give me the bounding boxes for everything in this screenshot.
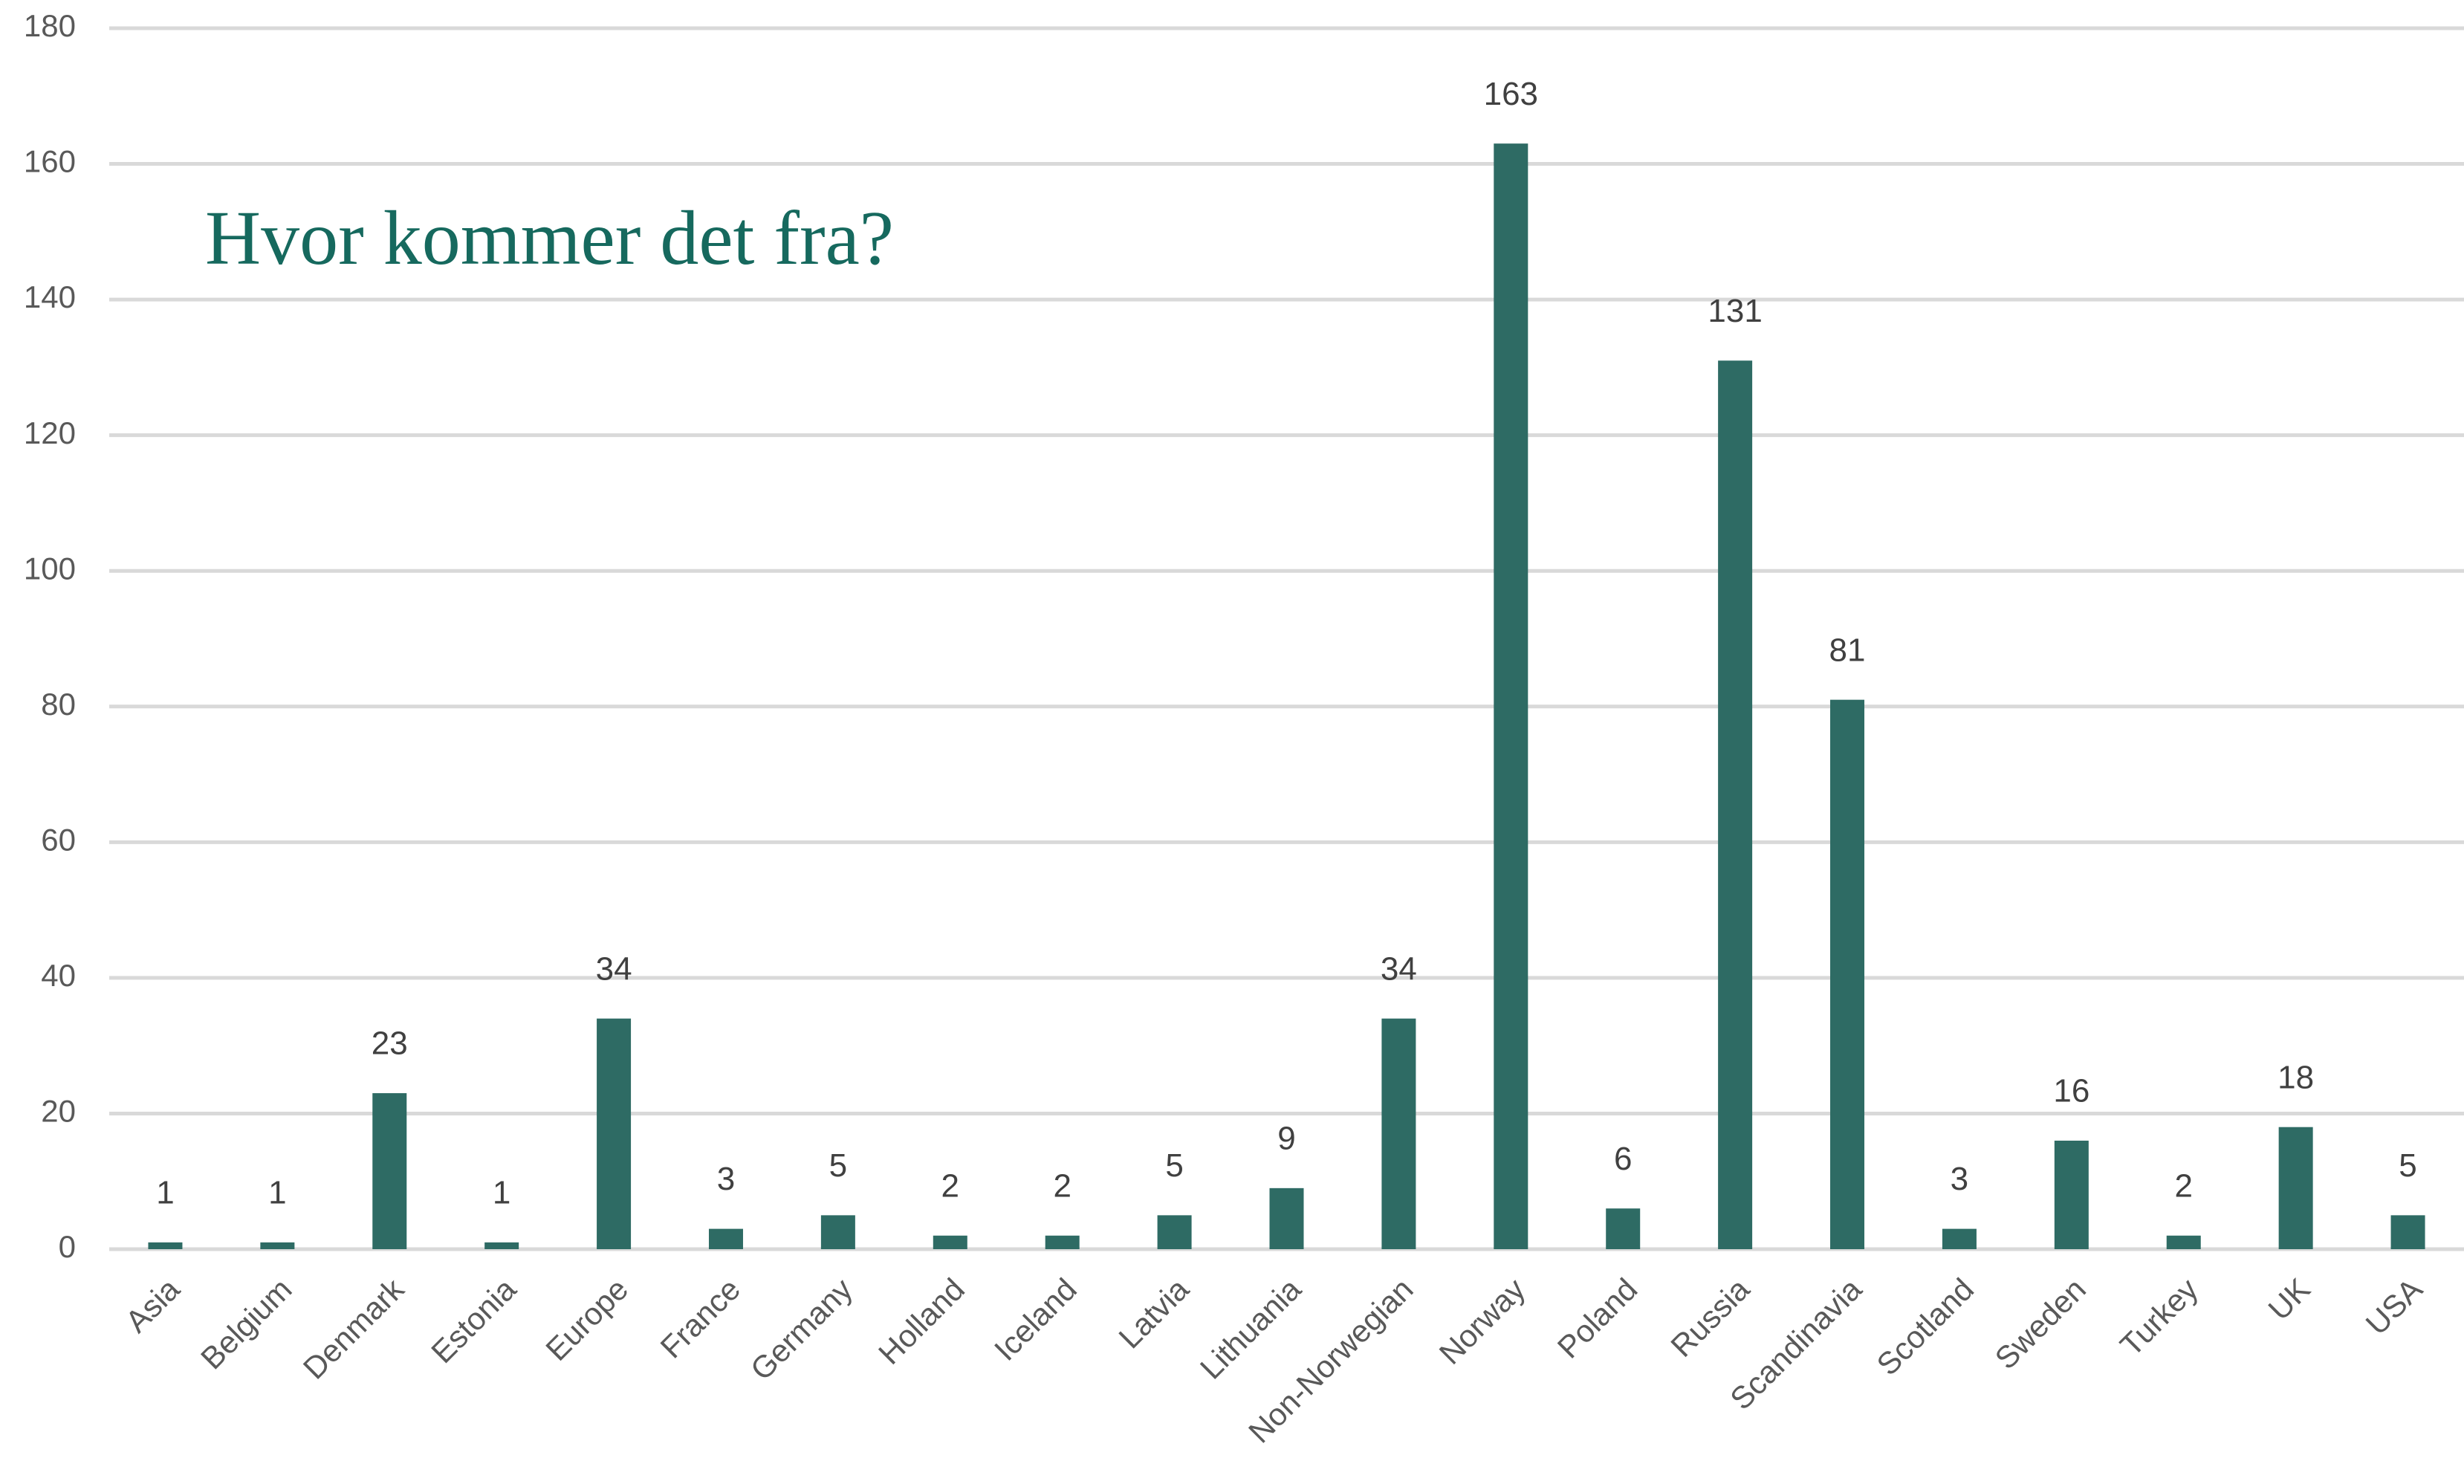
data-label: 131: [1708, 293, 1762, 329]
data-label: 5: [2399, 1147, 2416, 1184]
x-tick-label: Iceland: [988, 1271, 1083, 1367]
data-label: 23: [372, 1025, 408, 1062]
data-label: 9: [1277, 1120, 1295, 1156]
x-tick-label: Estonia: [424, 1271, 523, 1370]
bar: [1494, 143, 1528, 1249]
y-tick-label: 180: [24, 8, 76, 43]
y-tick-label: 40: [41, 958, 76, 993]
bar: [2166, 1235, 2201, 1249]
x-tick-label: Sweden: [1988, 1271, 2092, 1376]
x-tick-label: Russia: [1664, 1271, 1756, 1364]
data-label: 18: [2277, 1059, 2314, 1095]
bar: [1942, 1228, 1977, 1249]
data-label: 3: [717, 1161, 735, 1197]
chart-title: Hvor kommer det fra?: [205, 195, 894, 281]
bar: [2278, 1127, 2313, 1249]
data-label: 16: [2053, 1073, 2089, 1109]
x-tick-label: Lithuania: [1193, 1271, 1308, 1386]
data-label: 2: [2174, 1167, 2192, 1204]
data-label: 34: [596, 950, 632, 987]
data-label: 5: [1165, 1147, 1183, 1184]
data-label: 34: [1381, 950, 1417, 987]
bar: [2054, 1140, 2089, 1249]
x-tick-label: Europe: [539, 1271, 635, 1367]
bar: [148, 1242, 183, 1249]
bar: [1606, 1208, 1641, 1249]
x-tick-label: Belgium: [194, 1271, 299, 1376]
x-tick-label: UK: [2261, 1271, 2317, 1327]
data-label: 1: [156, 1174, 174, 1211]
bar: [372, 1093, 407, 1249]
data-label: 81: [1829, 632, 1866, 668]
data-label: 163: [1484, 76, 1538, 112]
y-tick-label: 100: [24, 551, 76, 586]
x-tick-label: Turkey: [2113, 1271, 2205, 1363]
x-tick-label: Poland: [1551, 1271, 1644, 1365]
y-tick-label: 0: [59, 1229, 76, 1264]
data-label: 5: [829, 1147, 847, 1184]
data-label: 6: [1614, 1141, 1632, 1177]
x-tick-label: Germany: [744, 1271, 859, 1387]
y-tick-label: 60: [41, 822, 76, 857]
x-tick-label: Denmark: [296, 1271, 411, 1385]
bar: [597, 1018, 632, 1249]
data-label: 2: [1053, 1167, 1071, 1204]
y-tick-label: 20: [41, 1094, 76, 1129]
bar: [1718, 360, 1753, 1249]
bar: [260, 1242, 295, 1249]
y-tick-label: 160: [24, 144, 76, 179]
y-tick-label: 120: [24, 415, 76, 450]
y-tick-label: 80: [41, 687, 76, 722]
bar: [484, 1242, 519, 1249]
x-tick-label: Holland: [872, 1271, 971, 1371]
y-tick-label: 140: [24, 279, 76, 314]
x-tick-label: Asia: [119, 1271, 187, 1339]
x-tick-label: France: [654, 1271, 748, 1365]
bar: [708, 1228, 743, 1249]
x-tick-label: Scotland: [1870, 1271, 1980, 1382]
bar: [820, 1215, 855, 1249]
bar: [1269, 1187, 1304, 1249]
bar: [1157, 1215, 1192, 1249]
data-label: 2: [941, 1167, 959, 1204]
bar: [933, 1235, 967, 1249]
data-label: 1: [268, 1174, 286, 1211]
x-tick-label: Latvia: [1112, 1271, 1196, 1355]
bar: [2390, 1215, 2425, 1249]
data-label: 1: [493, 1174, 510, 1211]
bar: [1381, 1018, 1416, 1249]
data-label: 3: [1951, 1161, 1968, 1197]
x-tick-label: USA: [2358, 1271, 2428, 1341]
bar: [1045, 1235, 1080, 1249]
bar: [1830, 699, 1865, 1249]
x-tick-label: Norway: [1433, 1271, 1532, 1371]
